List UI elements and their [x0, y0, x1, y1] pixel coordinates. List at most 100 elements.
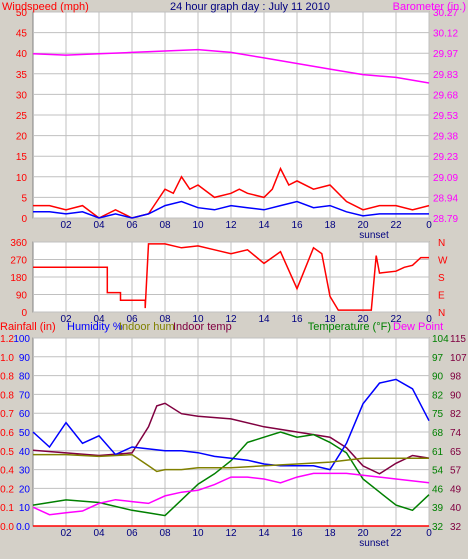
humidity-line — [32, 378, 430, 471]
windspeed-tick-label: 40 — [16, 49, 28, 60]
rainfall-tick-label: 0.7 — [0, 409, 14, 420]
dewpoint-tick-label: 40 — [450, 503, 462, 514]
rainfall-tick-label: 0.8 — [0, 390, 14, 401]
indoor-hum-line — [33, 453, 429, 473]
x-tick-label: 08 — [159, 528, 171, 539]
windspeed-tick-label: 0 — [21, 214, 27, 225]
barometer-tick-label: 29.38 — [433, 132, 458, 143]
direction-tick-label: 0 — [21, 308, 27, 319]
humidity-axis-label: Humidity % — [67, 321, 123, 333]
windspeed-tick-label: 25 — [16, 111, 28, 122]
rainfall-tick-label: 0.4 — [0, 466, 14, 477]
x-tick-label: 14 — [258, 314, 270, 325]
x-tick-label: 04 — [93, 314, 105, 325]
rainfall-tick-label: 0.1 — [0, 503, 14, 514]
x-tick-label: 20 — [357, 220, 369, 231]
dewpoint-tick-label: 107 — [450, 353, 467, 364]
x-tick-label: 22 — [390, 528, 402, 539]
x-tick-label: 14 — [258, 528, 270, 539]
dewpoint-tick-label: 32 — [450, 522, 462, 533]
dewpoint-tick-label: 74 — [450, 428, 462, 439]
temperature-tick-label: 32 — [432, 522, 444, 533]
wind-speed-line — [33, 200, 429, 219]
temperature-tick-label: 90 — [432, 372, 444, 383]
windspeed-tick-label: 5 — [21, 193, 27, 204]
rainfall-tick-label: 0.0 — [0, 522, 14, 533]
compass-tick-label: S — [438, 273, 445, 284]
wind-gust-line — [33, 166, 430, 219]
x-tick-label: 16 — [291, 314, 303, 325]
x-tick-label: 20 — [357, 314, 369, 325]
x-tick-label: 04 — [93, 220, 105, 231]
rainfall-tick-label: 1.0 — [0, 353, 14, 364]
humidity-tick-label: 20 — [19, 484, 31, 495]
x-tick-label: 0 — [426, 220, 432, 231]
windspeed-tick-label: 35 — [16, 70, 28, 81]
x-tick-label: 22 — [390, 220, 402, 231]
barometer-axis-label: Barometer (in.) — [393, 1, 466, 13]
rainfall-tick-label: 0.5 — [0, 447, 14, 458]
humidity-tick-label: 100 — [13, 334, 30, 345]
temperature-tick-label: 68 — [432, 428, 444, 439]
x-tick-label: 06 — [126, 528, 138, 539]
x-tick-label: 02 — [60, 220, 72, 231]
x-tick-label: 12 — [225, 314, 237, 325]
windspeed-tick-label: 30 — [16, 90, 28, 101]
x-tick-label: 08 — [159, 314, 171, 325]
temperature-tick-label: 82 — [432, 390, 444, 401]
wind-direction-line — [33, 243, 429, 311]
barometer-tick-label: 29.97 — [433, 49, 458, 60]
dewpoint-tick-label: 90 — [450, 390, 462, 401]
direction-tick-label: 270 — [10, 256, 27, 267]
rainfall-tick-label: 1.2 — [0, 334, 14, 345]
compass-tick-label: N — [438, 238, 445, 249]
dewpoint-tick-label: 49 — [450, 484, 462, 495]
x-tick-label: 02 — [60, 528, 72, 539]
barometer-tick-label: 29.83 — [433, 70, 458, 81]
rainfall-tick-label: 0.2 — [0, 484, 14, 495]
sunset-label-1: sunset — [359, 230, 389, 241]
windspeed-tick-label: 45 — [16, 29, 28, 40]
temperature-tick-label: 97 — [432, 353, 444, 364]
chart-title: 24 hour graph day : July 11 2010 — [170, 1, 330, 13]
x-tick-label: 20 — [357, 528, 369, 539]
temperature-tick-label: 61 — [432, 447, 444, 458]
x-tick-label: 0 — [426, 314, 432, 325]
x-tick-label: 06 — [126, 314, 138, 325]
temperature-tick-label: 46 — [432, 484, 444, 495]
x-tick-label: 12 — [225, 528, 237, 539]
humidity-tick-label: 0.0 — [16, 522, 30, 533]
humidity-tick-label: 30 — [19, 466, 31, 477]
direction-tick-label: 90 — [16, 291, 28, 302]
barometer-tick-label: 30.27 — [433, 8, 458, 19]
x-tick-label: 14 — [258, 220, 270, 231]
rainfall-tick-label: 0.6 — [0, 428, 14, 439]
direction-tick-label: 360 — [10, 238, 27, 249]
compass-tick-label: W — [438, 256, 448, 267]
x-tick-label: 06 — [126, 220, 138, 231]
indoor-temp-line — [32, 402, 430, 475]
x-tick-label: 10 — [192, 314, 204, 325]
windspeed-tick-label: 20 — [16, 132, 28, 143]
windspeed-tick-label: 10 — [16, 173, 28, 184]
compass-tick-label: N — [438, 308, 445, 319]
x-tick-label: 02 — [60, 314, 72, 325]
dewpoint-tick-label: 57 — [450, 466, 462, 477]
x-tick-label: 16 — [291, 220, 303, 231]
x-tick-label: 12 — [225, 220, 237, 231]
dewpoint-tick-label: 65 — [450, 447, 462, 458]
humidity-tick-label: 90 — [19, 353, 31, 364]
panel1-grid — [33, 11, 430, 219]
windspeed-axis-label: Windspeed (mph) — [2, 1, 89, 13]
x-tick-label: 10 — [192, 528, 204, 539]
x-tick-label: 0 — [426, 528, 432, 539]
temperature-axis-label: Temperature (°F) — [308, 321, 391, 333]
barometer-tick-label: 29.23 — [433, 152, 458, 163]
panel3-grid — [33, 337, 430, 527]
axis-tick-labels: 02 04 06 08 10 12 14 16 18 20 22 0 02 04 06 08 10 12 14 16 1… — [0, 8, 467, 539]
humidity-tick-label: 50 — [19, 428, 31, 439]
sunset-label-2: sunset — [359, 538, 389, 549]
temperature-tick-label: 75 — [432, 409, 444, 420]
